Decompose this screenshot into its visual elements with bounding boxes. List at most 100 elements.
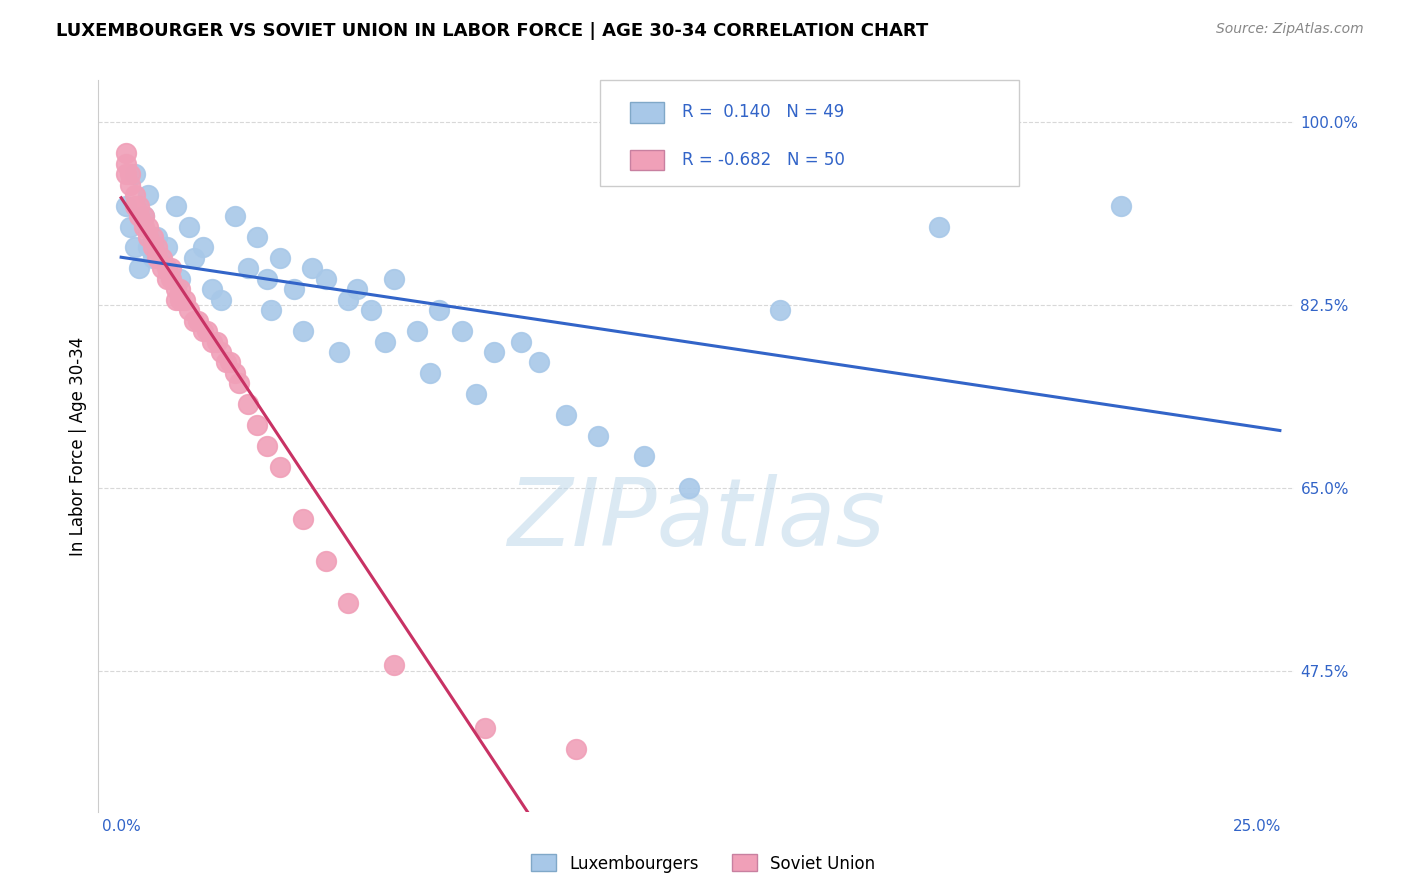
Point	[256, 272, 278, 286]
Point	[124, 199, 146, 213]
Point	[169, 282, 191, 296]
Point	[246, 418, 269, 433]
Point	[928, 219, 950, 234]
Point	[155, 272, 177, 286]
Point	[138, 219, 160, 234]
Point	[128, 209, 150, 223]
Point	[191, 324, 214, 338]
Point	[132, 219, 155, 234]
Legend: Luxembourgers, Soviet Union: Luxembourgers, Soviet Union	[524, 847, 882, 880]
Point	[382, 272, 405, 286]
Point	[155, 261, 177, 276]
FancyBboxPatch shape	[630, 103, 664, 123]
Point	[482, 345, 505, 359]
Point	[527, 355, 550, 369]
Point	[555, 408, 578, 422]
Point	[138, 188, 160, 202]
Point	[269, 251, 291, 265]
Point	[374, 334, 396, 349]
Point	[246, 230, 269, 244]
Point	[256, 439, 278, 453]
Point	[474, 721, 496, 735]
Point	[301, 261, 323, 276]
Point	[124, 188, 146, 202]
Point	[114, 167, 136, 181]
Point	[146, 240, 169, 254]
Point	[142, 230, 165, 244]
FancyBboxPatch shape	[630, 150, 664, 170]
Point	[564, 742, 586, 756]
Point	[197, 324, 219, 338]
Point	[678, 481, 700, 495]
Point	[315, 272, 337, 286]
Point	[405, 324, 427, 338]
Point	[360, 303, 382, 318]
Point	[120, 219, 142, 234]
Point	[183, 251, 205, 265]
Point	[291, 324, 314, 338]
Point	[337, 293, 360, 307]
Text: LUXEMBOURGER VS SOVIET UNION IN LABOR FORCE | AGE 30-34 CORRELATION CHART: LUXEMBOURGER VS SOVIET UNION IN LABOR FO…	[56, 22, 928, 40]
Point	[173, 293, 195, 307]
Text: R =  0.140   N = 49: R = 0.140 N = 49	[682, 103, 844, 121]
Point	[228, 376, 250, 391]
Point	[214, 355, 236, 369]
Point	[132, 209, 155, 223]
Point	[427, 303, 450, 318]
Point	[451, 324, 474, 338]
Point	[160, 261, 183, 276]
Point	[238, 397, 260, 411]
Point	[179, 219, 201, 234]
Point	[146, 230, 169, 244]
Point	[114, 157, 136, 171]
Point	[120, 178, 142, 192]
Point	[205, 334, 228, 349]
Point	[155, 240, 177, 254]
Y-axis label: In Labor Force | Age 30-34: In Labor Force | Age 30-34	[69, 336, 87, 556]
Point	[209, 345, 232, 359]
Point	[169, 272, 191, 286]
Point	[114, 146, 136, 161]
Point	[124, 240, 146, 254]
Point	[138, 230, 160, 244]
Point	[191, 240, 214, 254]
Point	[346, 282, 368, 296]
Point	[224, 209, 246, 223]
Point	[165, 199, 187, 213]
Point	[179, 303, 201, 318]
Text: ZIPatlas: ZIPatlas	[508, 474, 884, 565]
Point	[165, 282, 187, 296]
Point	[464, 386, 486, 401]
Point	[238, 261, 260, 276]
Point	[315, 554, 337, 568]
Point	[165, 293, 187, 307]
Point	[633, 450, 655, 464]
Point	[769, 303, 792, 318]
Point	[382, 658, 405, 673]
Point	[588, 428, 610, 442]
Point	[260, 303, 283, 318]
Point	[201, 282, 224, 296]
Point	[128, 261, 150, 276]
Point	[150, 261, 173, 276]
Point	[138, 240, 160, 254]
Point	[132, 209, 155, 223]
Point	[120, 167, 142, 181]
Text: R = -0.682   N = 50: R = -0.682 N = 50	[682, 151, 845, 169]
Point	[146, 251, 169, 265]
Point	[183, 313, 205, 327]
Point	[187, 313, 209, 327]
Point	[142, 251, 165, 265]
Point	[124, 167, 146, 181]
Point	[169, 293, 191, 307]
Point	[142, 240, 165, 254]
Text: Source: ZipAtlas.com: Source: ZipAtlas.com	[1216, 22, 1364, 37]
Point	[419, 366, 441, 380]
Point	[209, 293, 232, 307]
Point	[128, 199, 150, 213]
Point	[269, 459, 291, 474]
Point	[114, 199, 136, 213]
Point	[201, 334, 224, 349]
Point	[328, 345, 350, 359]
Point	[1109, 199, 1132, 213]
